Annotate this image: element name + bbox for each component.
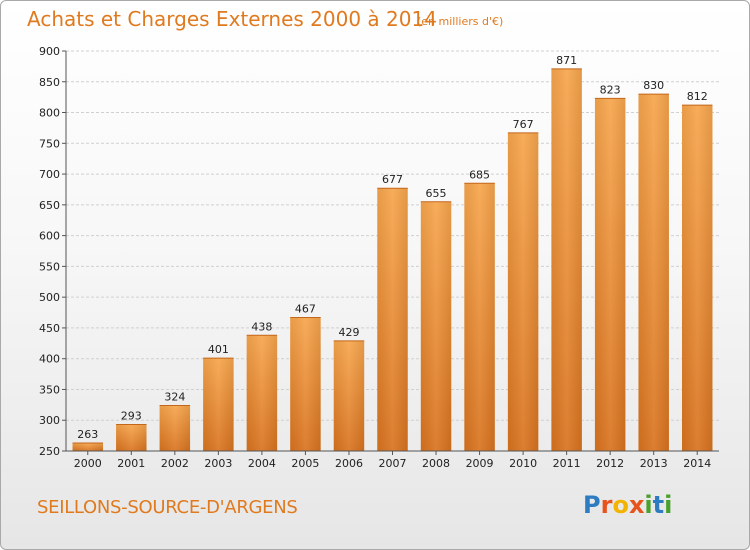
- y-tick-label: 850: [39, 76, 60, 89]
- data-label-2004: 438: [251, 320, 272, 333]
- logo-letter: t: [652, 491, 665, 519]
- axis-layer: 250 300 350 400 450 500 550 600 650 700 750 800 850 9…: [39, 45, 719, 470]
- y-tick-label: 600: [39, 230, 60, 243]
- x-tick-label-2002: 2002: [161, 457, 189, 470]
- y-tick-label: 750: [39, 137, 60, 150]
- x-tick-label-2010: 2010: [509, 457, 537, 470]
- x-tick-label-2000: 2000: [74, 457, 102, 470]
- x-tick-label-2009: 2009: [466, 457, 494, 470]
- x-tick-label-2012: 2012: [596, 457, 624, 470]
- logo-letter: o: [612, 491, 629, 519]
- y-tick-label: 700: [39, 168, 60, 181]
- data-label-2006: 429: [338, 326, 359, 339]
- x-tick-label-2008: 2008: [422, 457, 450, 470]
- logo-letter: x: [628, 491, 645, 519]
- x-tick-label-2001: 2001: [117, 457, 145, 470]
- x-tick-label-2011: 2011: [553, 457, 581, 470]
- logo-letter: r: [600, 491, 613, 519]
- y-tick-label: 450: [39, 322, 60, 335]
- data-label-2011: 871: [556, 54, 577, 67]
- data-label-2005: 467: [295, 302, 316, 315]
- bar-shade-2012: [594, 98, 626, 451]
- bar-shade-2000: [72, 443, 104, 451]
- bar-layer: 263 293 324 401 438 467 429 677 655 685 767 871 823 8…: [72, 54, 713, 452]
- bar-shade-2008: [420, 201, 452, 451]
- x-tick-label-2007: 2007: [379, 457, 407, 470]
- bar-shade-2001: [116, 424, 147, 451]
- data-label-2010: 767: [513, 118, 534, 131]
- data-label-2000: 263: [77, 428, 98, 441]
- x-tick-label-2003: 2003: [204, 457, 232, 470]
- y-tick-label: 650: [39, 199, 60, 212]
- chart-title: Achats et Charges Externes 2000 à 2014: [27, 7, 437, 31]
- commune-name: SEILLONS-SOURCE-D'ARGENS: [37, 497, 298, 518]
- y-tick-label: 350: [39, 383, 60, 396]
- x-tick-label-2013: 2013: [640, 457, 668, 470]
- logo-letter: P: [583, 491, 601, 519]
- data-label-2003: 401: [208, 343, 229, 356]
- bar-shade-2003: [203, 358, 234, 451]
- data-label-2012: 823: [600, 83, 621, 96]
- y-tick-label: 500: [39, 291, 60, 304]
- data-label-2014: 812: [687, 90, 708, 103]
- data-label-2001: 293: [121, 410, 142, 423]
- data-label-2009: 685: [469, 168, 490, 181]
- chart-subtitle: (en milliers d'€): [417, 15, 504, 28]
- x-tick-label-2006: 2006: [335, 457, 363, 470]
- bar-shade-2010: [507, 132, 539, 451]
- y-tick-label: 400: [39, 353, 60, 366]
- bar-shade-2002: [159, 405, 191, 451]
- logo-letter: i: [664, 491, 673, 519]
- bar-shade-2013: [638, 94, 669, 452]
- y-tick-label: 900: [39, 45, 60, 58]
- logo-letter: i: [644, 491, 653, 519]
- data-label-2008: 655: [426, 187, 447, 200]
- bar-shade-2006: [333, 340, 365, 451]
- bar-shade-2007: [377, 188, 408, 451]
- x-tick-label-2005: 2005: [291, 457, 319, 470]
- data-label-2007: 677: [382, 173, 403, 186]
- x-tick-label-2014: 2014: [683, 457, 711, 470]
- bar-shade-2011: [551, 68, 582, 451]
- data-label-2013: 830: [643, 79, 664, 92]
- bar-shade-2005: [290, 317, 321, 451]
- x-tick-label-2004: 2004: [248, 457, 276, 470]
- y-tick-label: 800: [39, 107, 60, 120]
- y-tick-label: 300: [39, 414, 60, 427]
- bar-shade-2014: [681, 105, 713, 452]
- bar-shade-2004: [246, 335, 278, 451]
- y-tick-label: 250: [39, 445, 60, 458]
- data-label-2002: 324: [164, 390, 185, 403]
- proxiti-logo: Proxiti: [583, 491, 672, 519]
- bar-shade-2009: [464, 183, 495, 452]
- y-tick-label: 550: [39, 260, 60, 273]
